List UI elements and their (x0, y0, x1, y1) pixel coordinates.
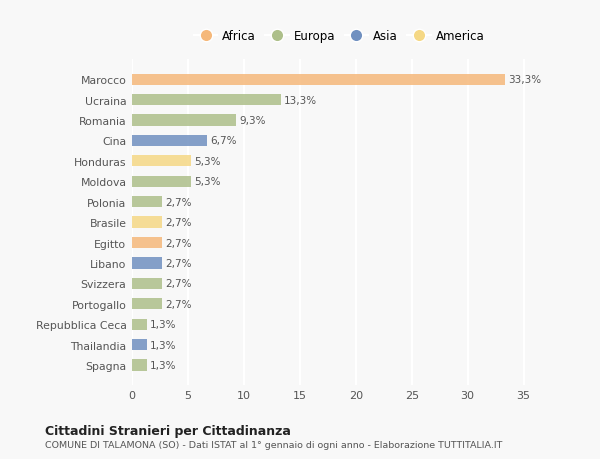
Text: 13,3%: 13,3% (284, 95, 317, 106)
Bar (132, 115, 236, 126)
Text: 2,7%: 2,7% (166, 258, 192, 269)
Text: 1,3%: 1,3% (150, 360, 176, 370)
Text: 2,7%: 2,7% (166, 299, 192, 309)
Text: 5,3%: 5,3% (194, 177, 221, 187)
Text: Cittadini Stranieri per Cittadinanza: Cittadini Stranieri per Cittadinanza (45, 424, 291, 437)
Bar (132, 95, 281, 106)
Text: 33,3%: 33,3% (508, 75, 541, 85)
Text: 2,7%: 2,7% (166, 238, 192, 248)
Bar (132, 359, 146, 371)
Text: COMUNE DI TALAMONA (SO) - Dati ISTAT al 1° gennaio di ogni anno - Elaborazione T: COMUNE DI TALAMONA (SO) - Dati ISTAT al … (45, 441, 502, 449)
Bar (132, 156, 191, 167)
Bar (132, 196, 162, 208)
Bar (132, 237, 162, 249)
Text: 1,3%: 1,3% (150, 319, 176, 330)
Text: 2,7%: 2,7% (166, 218, 192, 228)
Legend: Africa, Europa, Asia, America: Africa, Europa, Asia, America (190, 27, 488, 46)
Bar (132, 319, 146, 330)
Bar (132, 298, 162, 310)
Bar (132, 217, 162, 228)
Bar (132, 74, 505, 86)
Text: 2,7%: 2,7% (166, 197, 192, 207)
Text: 9,3%: 9,3% (239, 116, 266, 126)
Text: 1,3%: 1,3% (150, 340, 176, 350)
Text: 6,7%: 6,7% (211, 136, 237, 146)
Bar (132, 339, 146, 350)
Text: 2,7%: 2,7% (166, 279, 192, 289)
Bar (132, 258, 162, 269)
Bar (132, 176, 191, 187)
Bar (132, 135, 207, 147)
Bar (132, 278, 162, 289)
Text: 5,3%: 5,3% (194, 157, 221, 167)
